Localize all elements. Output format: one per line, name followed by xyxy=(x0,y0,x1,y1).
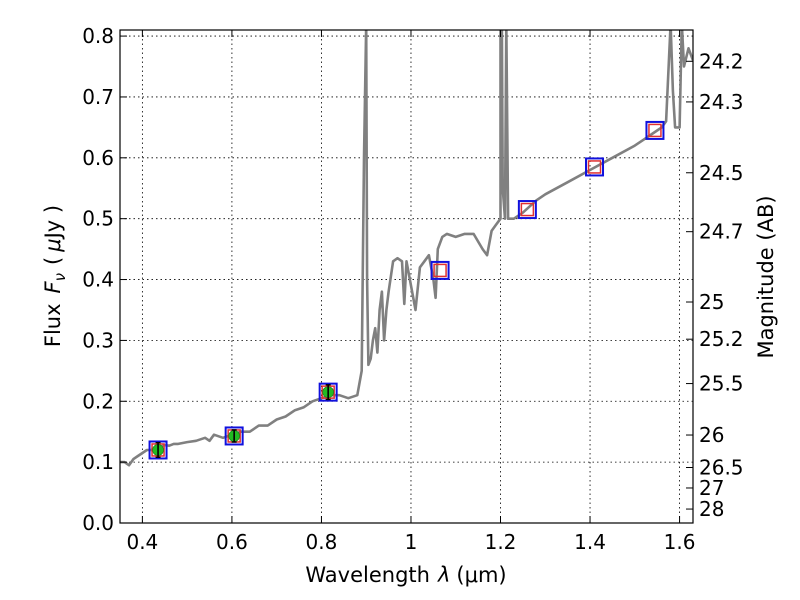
y2-tick-label: 27 xyxy=(699,476,724,500)
y-tick-label: 0.2 xyxy=(82,389,114,413)
y2-tick-label: 24.3 xyxy=(699,90,744,114)
y2-tick-label: 24.7 xyxy=(699,220,744,244)
y-tick-label: 0.8 xyxy=(82,24,114,48)
x-tick-label: 1.4 xyxy=(574,530,606,554)
model-photometry-frame xyxy=(645,120,665,140)
x-tick-label: 1.6 xyxy=(664,530,696,554)
model-photometry-frame xyxy=(318,382,338,402)
model-photometry-point xyxy=(433,263,447,278)
model-photometry-frame xyxy=(148,440,168,460)
y2-tick-label: 26.5 xyxy=(699,455,744,479)
y-tick-label: 0.7 xyxy=(82,85,114,109)
ticks: 0.4 0.6 0.8 1 1.2 1.4 1.6 0.0 0.1 0.2 0.3 0.4 0.5 0.6… xyxy=(82,24,743,554)
y2-tick-label: 25.2 xyxy=(699,327,744,351)
y2-tick-label: 28 xyxy=(699,497,724,521)
y-tick-label: 0.6 xyxy=(82,146,114,170)
model-photometry-point xyxy=(648,123,662,138)
y-tick-label: 0.3 xyxy=(82,328,114,352)
x-axis-label: Wavelength xyxy=(305,563,430,587)
x-tick-label: 0.6 xyxy=(216,530,248,554)
y2-tick-label: 25 xyxy=(699,290,724,314)
y2-axis-title: Magnitude (AB) xyxy=(754,195,778,358)
x-tick-label: 1 xyxy=(405,530,418,554)
y-tick-label: 0.0 xyxy=(82,511,114,535)
y-axis-symbol: F xyxy=(41,280,65,293)
x-axis-symbol: λ xyxy=(437,563,450,587)
x-tick-label: 0.8 xyxy=(306,530,338,554)
plot-frame xyxy=(119,29,694,524)
y-axis-unit-mu: μ xyxy=(41,238,65,252)
y2-tick-label: 25.5 xyxy=(699,372,744,396)
y-axis-label: Flux xyxy=(41,303,65,347)
x-tick-label: 1.2 xyxy=(485,530,517,554)
x-tick-label: 0.4 xyxy=(126,530,158,554)
model-photometry-frame xyxy=(585,157,605,177)
model-photometry-frame xyxy=(224,426,244,446)
y2-tick-label: 26 xyxy=(699,423,724,447)
model-photometry-frame xyxy=(430,260,450,280)
y-tick-label: 0.5 xyxy=(82,207,114,231)
model-photometry-frame xyxy=(517,200,537,220)
grid xyxy=(120,30,693,524)
y-axis-unit-open: ( xyxy=(41,257,65,265)
x-axis-title: Wavelength λ (μm) xyxy=(305,563,506,587)
y-tick-label: 0.1 xyxy=(82,450,114,474)
y-axis-subscript: ν xyxy=(51,273,69,281)
y-axis-unit-rest: Jy ) xyxy=(41,205,65,241)
data-layer xyxy=(120,30,693,467)
y2-tick-label: 24.2 xyxy=(699,49,744,73)
model-spectrum-line xyxy=(120,30,693,467)
y2-tick-label: 24.5 xyxy=(699,161,744,185)
y-axis-title: Flux Fν ( μJy ) xyxy=(41,205,69,347)
model-photometry-point xyxy=(520,202,535,217)
model-photometry-point xyxy=(587,160,602,174)
y-tick-label: 0.4 xyxy=(82,268,114,292)
x-axis-unit: (μm) xyxy=(456,563,506,587)
